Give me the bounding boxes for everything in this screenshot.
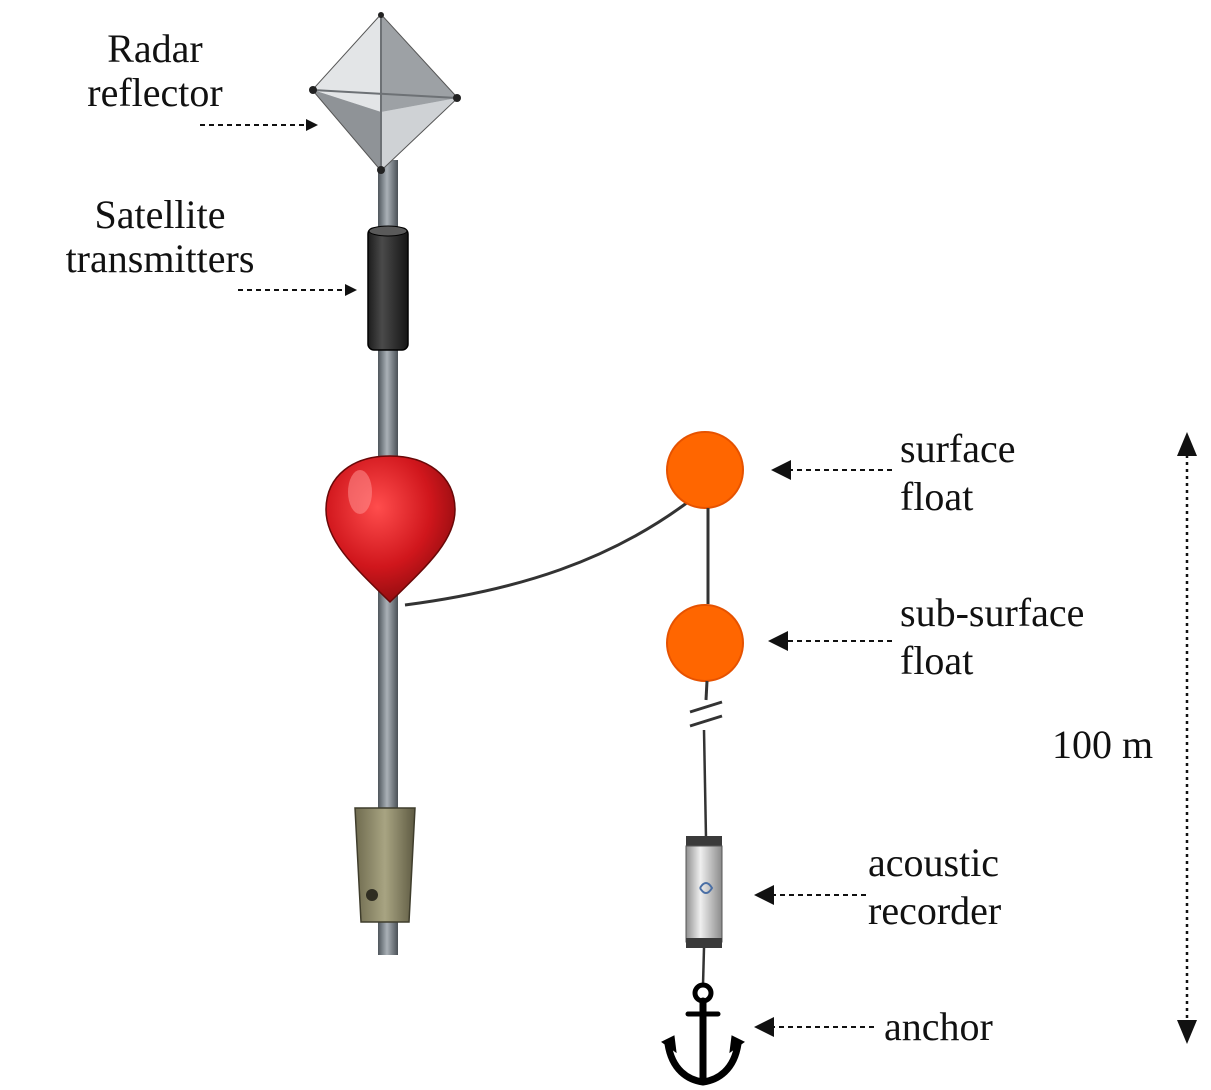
ballast-weight-icon (354, 807, 416, 923)
acoustic-recorder-icon (685, 836, 723, 948)
break-mark (689, 714, 723, 728)
buoy-tether-line (404, 500, 689, 607)
satellite-transmitter-icon (367, 225, 409, 351)
spar-buoy-icon (325, 455, 456, 604)
break-mark (689, 700, 723, 714)
anchor-line (701, 947, 706, 986)
acoustic-recorder-label: acoustic recorder (868, 840, 1002, 933)
subsurface-float-label: sub-surface float (900, 590, 1085, 683)
anchor-icon (661, 982, 745, 1086)
satellite-transmitters-label: Satellite transmitters (65, 192, 255, 281)
anchor-label: anchor (884, 1004, 993, 1049)
surface-float-label: surface float (900, 426, 1016, 519)
mooring-line-upper (704, 680, 709, 701)
radar-reflector-label: Radar reflector (87, 26, 223, 115)
depth-label: 100 m (1052, 722, 1154, 767)
mooring-line-lower (702, 729, 708, 839)
surface-float-icon (666, 431, 744, 509)
radar-reflector-icon (309, 12, 461, 174)
depth-dimension-arrow (1177, 432, 1197, 1044)
subsurface-float-icon (666, 604, 744, 682)
